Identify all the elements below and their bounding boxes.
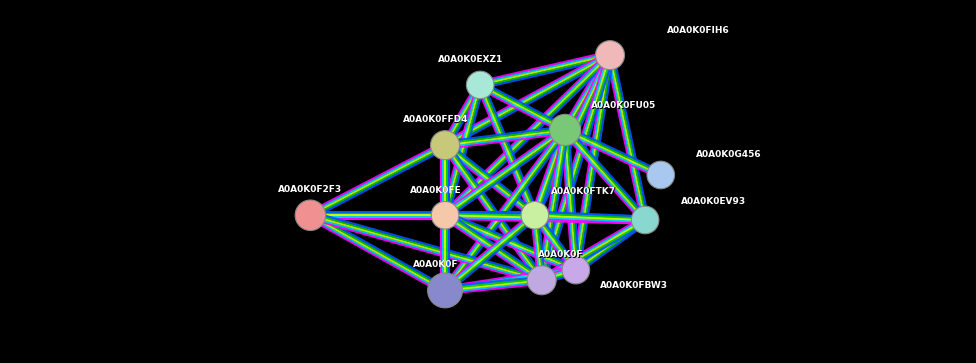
Text: A0A0K0FTK7: A0A0K0FTK7 <box>551 187 617 196</box>
Ellipse shape <box>549 114 581 146</box>
Text: A0A0K0FFD4: A0A0K0FFD4 <box>403 116 468 125</box>
Text: A0A0K0F: A0A0K0F <box>539 251 585 260</box>
Text: A0A0K0FFD4: A0A0K0FFD4 <box>402 115 468 124</box>
Ellipse shape <box>595 41 625 70</box>
Ellipse shape <box>430 131 460 160</box>
Text: A0A0K0FE: A0A0K0FE <box>410 185 461 195</box>
Ellipse shape <box>647 161 674 189</box>
Text: A0A0K0G456: A0A0K0G456 <box>696 150 762 159</box>
Text: A0A0K0FU05: A0A0K0FU05 <box>591 102 657 110</box>
Text: A0A0K0F: A0A0K0F <box>413 260 459 269</box>
Ellipse shape <box>521 201 549 229</box>
Text: A0A0K0F: A0A0K0F <box>539 250 584 259</box>
Text: A0A0K0F: A0A0K0F <box>413 260 458 269</box>
Text: A0A0K0FBW3: A0A0K0FBW3 <box>601 282 670 291</box>
Ellipse shape <box>431 201 459 229</box>
Text: A0A0K0FIH6: A0A0K0FIH6 <box>668 27 730 36</box>
Ellipse shape <box>427 273 463 308</box>
Ellipse shape <box>467 71 494 99</box>
Text: A0A0K0FU05: A0A0K0FU05 <box>591 101 656 110</box>
Text: A0A0K0G456: A0A0K0G456 <box>697 151 762 160</box>
Text: A0A0K0F2F3: A0A0K0F2F3 <box>279 186 344 195</box>
Text: A0A0K0EV93: A0A0K0EV93 <box>681 197 746 206</box>
Text: A0A0K0FTK7: A0A0K0FTK7 <box>551 187 616 196</box>
Ellipse shape <box>562 256 590 284</box>
Ellipse shape <box>527 266 556 295</box>
Text: A0A0K0FBW3: A0A0K0FBW3 <box>600 281 669 290</box>
Text: A0A0K0EV93: A0A0K0EV93 <box>681 197 747 207</box>
Text: A0A0K0FE: A0A0K0FE <box>410 186 462 195</box>
Text: A0A0K0FIH6: A0A0K0FIH6 <box>667 26 729 35</box>
Text: A0A0K0F2F3: A0A0K0F2F3 <box>278 185 343 194</box>
Ellipse shape <box>295 200 326 231</box>
Ellipse shape <box>631 206 659 234</box>
Text: A0A0K0EXZ1: A0A0K0EXZ1 <box>438 56 504 65</box>
Text: A0A0K0EXZ1: A0A0K0EXZ1 <box>438 55 503 64</box>
